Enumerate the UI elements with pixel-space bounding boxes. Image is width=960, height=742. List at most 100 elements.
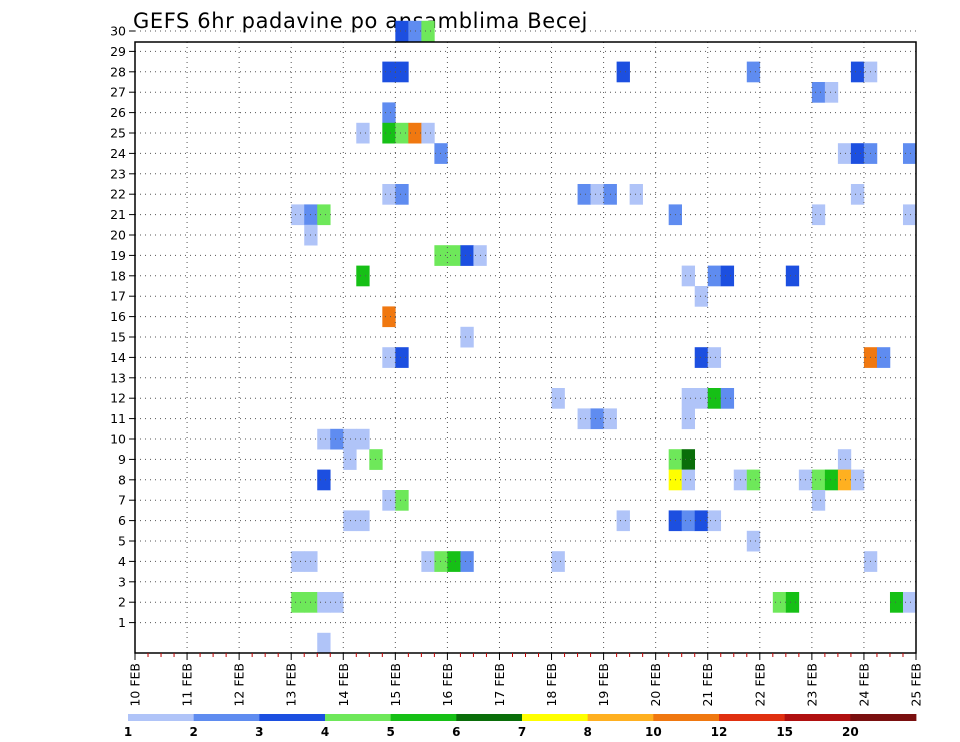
heatmap-cell xyxy=(889,592,904,613)
colorbar-swatch xyxy=(259,714,326,721)
y-tick-label: 6 xyxy=(118,513,126,528)
heatmap-cell xyxy=(447,551,461,572)
heatmap-cell xyxy=(395,61,409,83)
y-tick-label: 17 xyxy=(110,289,126,304)
y-tick-label: 24 xyxy=(110,146,126,161)
colorbar-label: 1 xyxy=(124,725,132,739)
heatmap-cell xyxy=(356,122,370,144)
heatmap-cell xyxy=(720,388,735,409)
y-axis: 1234567891011121314151617181920212223242… xyxy=(110,24,135,630)
heatmap-cell xyxy=(811,469,826,491)
heatmap-cell xyxy=(590,184,604,205)
colorbar-swatch xyxy=(587,714,654,721)
colorbar-label: 6 xyxy=(452,725,460,739)
heatmap-cell xyxy=(356,510,370,532)
y-tick-label: 14 xyxy=(110,350,126,365)
colorbar-label: 10 xyxy=(645,725,662,739)
heatmap-cell xyxy=(616,510,630,532)
colorbar-swatch xyxy=(653,714,720,721)
colorbar-label: 2 xyxy=(189,725,197,739)
heatmap-cell xyxy=(707,388,722,409)
heatmap-cell xyxy=(616,61,630,83)
heatmap-cell xyxy=(590,408,604,430)
colorbar-label: 4 xyxy=(321,725,329,739)
heatmap-cell xyxy=(850,184,865,205)
heatmap-cell xyxy=(382,347,396,368)
heatmap-cell xyxy=(447,245,461,266)
heatmap-cell xyxy=(421,20,435,42)
y-tick-label: 22 xyxy=(110,187,126,202)
y-tick-label: 18 xyxy=(110,268,126,283)
heatmap-cell xyxy=(434,551,448,572)
heatmap-cell xyxy=(824,82,839,103)
heatmap-cell xyxy=(382,102,396,124)
heatmap-cell xyxy=(694,388,709,409)
heatmap-cell xyxy=(837,143,852,164)
colorbar-swatch xyxy=(390,714,457,721)
heatmap-cell xyxy=(434,143,448,164)
heatmap-cell xyxy=(681,265,696,287)
heatmap-cell xyxy=(707,347,722,368)
heatmap-cell xyxy=(850,469,865,491)
heatmap-cell xyxy=(317,469,331,491)
heatmap-cell xyxy=(785,592,800,613)
y-tick-label: 16 xyxy=(110,309,126,324)
heatmap-cell xyxy=(291,204,305,226)
heatmap-cell xyxy=(460,245,474,266)
x-tick-label: 25 FEB xyxy=(909,663,924,707)
x-tick-label: 12 FEB xyxy=(232,663,247,707)
x-tick-label: 17 FEB xyxy=(492,663,507,707)
heatmap-cell xyxy=(681,449,696,470)
colorbar-label: 8 xyxy=(583,725,591,739)
heatmap-cell xyxy=(330,592,344,613)
heatmap-cell xyxy=(902,592,917,613)
x-tick-label: 22 FEB xyxy=(752,663,767,707)
heatmap-cell xyxy=(629,184,643,205)
y-tick-label: 13 xyxy=(110,370,126,385)
y-tick-label: 3 xyxy=(118,574,126,589)
heatmap-cell xyxy=(434,245,448,266)
heatmap-cell xyxy=(395,490,409,511)
colorbar-swatch xyxy=(522,714,589,721)
heatmap-cell xyxy=(850,143,865,164)
heatmap-cell xyxy=(421,551,435,572)
y-tick-label: 23 xyxy=(110,166,126,181)
x-tick-label: 18 FEB xyxy=(544,663,559,707)
heatmap-cell xyxy=(343,428,357,450)
heatmap-cell xyxy=(330,428,344,450)
heatmap-cell xyxy=(811,490,826,511)
heatmap-cell xyxy=(824,469,839,491)
heatmap-cell xyxy=(746,469,761,491)
y-tick-label: 12 xyxy=(110,391,126,406)
heatmap-cell xyxy=(746,530,761,552)
y-tick-label: 7 xyxy=(118,493,126,508)
heatmap-cell xyxy=(343,449,357,470)
heatmap-cell xyxy=(577,408,591,430)
heatmap-cell xyxy=(707,265,722,287)
x-axis: 10 FEB 11 FEB 12 FEB 13 FEB 14 FEB 15 FEB 16 F… xyxy=(128,653,924,707)
heatmap-cell xyxy=(811,204,826,226)
y-tick-label: 11 xyxy=(110,411,126,426)
heatmap-cell xyxy=(837,449,852,470)
y-tick-label: 4 xyxy=(118,554,126,569)
heatmap-cell xyxy=(850,61,865,83)
heatmap-cell xyxy=(317,204,331,226)
heatmap-cell xyxy=(694,510,709,532)
heatmap-cell xyxy=(694,347,709,368)
heatmap-cell xyxy=(551,551,565,572)
colorbar-label: 7 xyxy=(518,725,526,739)
x-tick-label: 24 FEB xyxy=(856,663,871,707)
heatmap-cell xyxy=(382,184,396,205)
heatmap-cell xyxy=(382,490,396,511)
x-tick-label: 20 FEB xyxy=(648,663,663,707)
x-tick-label: 19 FEB xyxy=(596,663,611,707)
heatmap-cell xyxy=(681,510,696,532)
heatmap-cell xyxy=(317,592,331,613)
y-tick-label: 21 xyxy=(110,207,126,222)
heatmap-cell xyxy=(811,82,826,103)
y-tick-label: 9 xyxy=(118,452,126,467)
heatmap-cell xyxy=(694,286,709,307)
heatmap-cell xyxy=(681,388,696,409)
heatmap-cell xyxy=(720,265,735,287)
